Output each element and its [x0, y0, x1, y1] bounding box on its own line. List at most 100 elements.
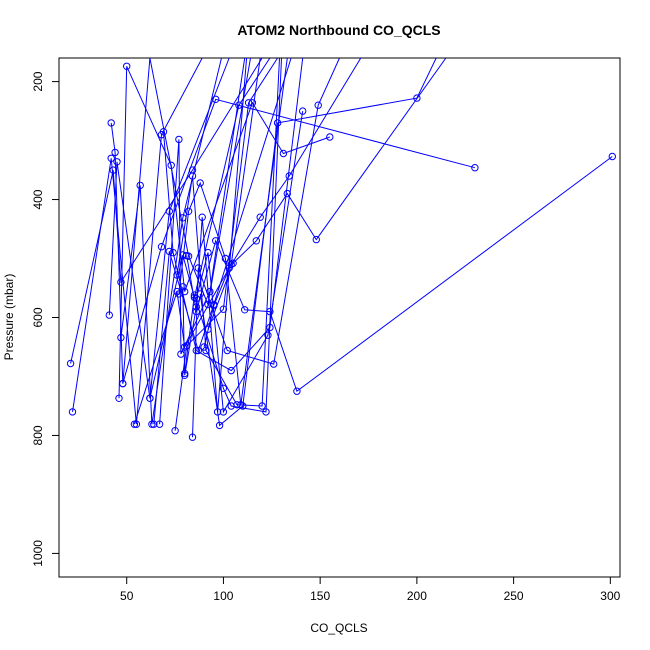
data-series — [68, 58, 203, 428]
data-series — [204, 58, 447, 333]
data-point — [283, 189, 291, 198]
series-line — [184, 58, 282, 413]
x-tick-label: 50 — [120, 589, 134, 603]
data-point — [123, 62, 131, 71]
data-point — [146, 394, 154, 402]
data-point — [204, 325, 212, 333]
series-line — [207, 58, 447, 330]
data-point — [256, 213, 264, 221]
data-point — [212, 237, 220, 245]
data-point — [221, 254, 230, 263]
data-point — [299, 107, 307, 115]
data-point — [202, 346, 210, 355]
data-point — [413, 94, 421, 102]
y-tick-label: 800 — [31, 425, 45, 445]
data-point — [68, 408, 77, 416]
data-point — [188, 172, 197, 180]
data-point — [192, 346, 201, 355]
data-point — [183, 251, 191, 260]
series-layer — [66, 58, 616, 441]
series-line — [186, 156, 613, 393]
data-point — [175, 290, 183, 298]
data-point — [117, 278, 125, 286]
data-point — [223, 346, 232, 355]
data-point — [219, 408, 228, 416]
data-point — [285, 172, 293, 180]
data-point — [293, 387, 301, 395]
data-point — [169, 248, 177, 257]
data-point — [188, 433, 197, 441]
x-axis-label: CO_QCLS — [310, 621, 367, 635]
data-point — [212, 95, 220, 104]
data-series — [171, 58, 279, 435]
series-line — [122, 58, 251, 384]
series-line — [199, 58, 437, 427]
data-point — [159, 128, 168, 136]
x-tick-label: 250 — [504, 589, 524, 603]
data-point — [244, 99, 253, 107]
data-point — [165, 247, 174, 256]
data-point — [200, 343, 208, 351]
y-tick-label: 200 — [31, 71, 45, 91]
y-tick-label: 400 — [31, 189, 45, 209]
data-point — [155, 420, 164, 428]
data-point — [111, 148, 119, 157]
data-series — [183, 152, 616, 395]
data-point — [130, 420, 139, 428]
data-point — [219, 384, 228, 392]
x-tick-label: 200 — [407, 589, 427, 603]
data-point — [227, 402, 235, 410]
data-point — [219, 305, 228, 313]
series-line — [182, 58, 248, 412]
data-series — [192, 107, 307, 416]
y-tick-label: 600 — [31, 307, 45, 327]
data-point — [148, 420, 156, 428]
data-point — [184, 207, 193, 216]
data-point — [239, 402, 247, 410]
x-tick-label: 150 — [310, 589, 330, 603]
data-point — [252, 237, 260, 245]
data-point — [175, 135, 183, 144]
data-point — [119, 379, 127, 388]
data-point — [215, 421, 224, 430]
data-point — [105, 311, 114, 319]
data-point — [248, 99, 257, 107]
data-series — [175, 58, 288, 409]
data-point — [113, 158, 121, 166]
data-point — [227, 366, 235, 375]
data-point — [179, 283, 187, 291]
series-line — [118, 66, 330, 399]
series-line — [70, 58, 263, 364]
y-axis-label: Pressure (mbar) — [2, 274, 16, 361]
data-point — [136, 181, 144, 190]
data-point — [312, 235, 320, 244]
series-line — [178, 58, 288, 405]
data-point — [225, 264, 233, 272]
data-point — [471, 164, 479, 172]
y-tick-label: 1000 — [31, 540, 45, 567]
data-point — [107, 154, 115, 163]
data-point — [173, 271, 181, 279]
series-line — [159, 58, 246, 425]
data-point — [198, 213, 206, 221]
data-point — [608, 152, 616, 161]
series-line — [110, 98, 476, 384]
series-line — [174, 58, 279, 431]
data-point — [181, 369, 189, 378]
series-line — [72, 58, 203, 425]
data-point — [150, 420, 158, 428]
series-line — [176, 58, 280, 407]
series-line — [153, 58, 292, 425]
x-tick-label: 300 — [600, 589, 620, 603]
data-point — [279, 149, 288, 158]
data-point — [273, 119, 282, 127]
series-line — [203, 58, 362, 348]
chart-title: ATOM2 Northbound CO_QCLS — [237, 22, 440, 38]
data-point — [266, 307, 274, 316]
data-point — [326, 133, 334, 141]
series-line — [195, 111, 304, 414]
data-point — [229, 259, 237, 267]
data-point — [270, 360, 278, 368]
data-point — [192, 294, 201, 303]
